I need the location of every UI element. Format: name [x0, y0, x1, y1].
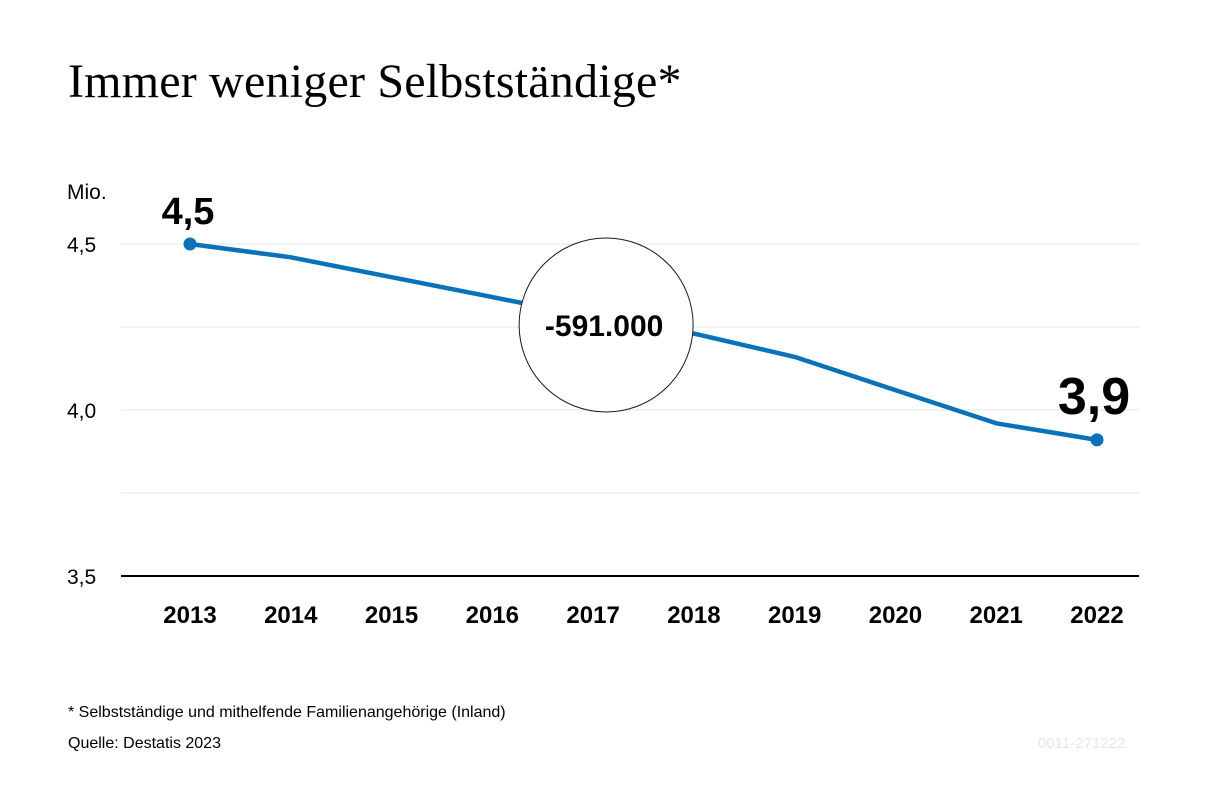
data-points [183, 237, 1104, 447]
annotation-text: -591.000 [545, 310, 663, 343]
data-label-2022: 3,9 [1058, 368, 1130, 426]
data-label-2013: 4,5 [162, 191, 215, 233]
y-axis-ticks: 3,5 4,0 4,5 [67, 234, 96, 589]
chart-title: Immer weniger Selbstständige* [68, 55, 682, 108]
x-tick-label: 2013 [163, 602, 216, 629]
x-tick-label: 2015 [365, 602, 418, 629]
data-point-2022 [1090, 433, 1104, 447]
y-tick-label: 3,5 [67, 566, 96, 589]
footnote: * Selbstständige und mithelfende Familie… [68, 704, 506, 721]
y-axis-unit-label: Mio. [67, 181, 107, 204]
data-labels: 4,5 3,9 [162, 191, 1131, 426]
x-tick-label: 2019 [768, 602, 821, 629]
data-point-2013 [183, 237, 197, 251]
source-note: Quelle: Destatis 2023 [68, 735, 221, 752]
annotation-circle [518, 237, 694, 413]
x-tick-label: 2021 [970, 602, 1023, 629]
change-annotation: -591.000 [518, 237, 694, 413]
x-tick-label: 2018 [667, 602, 720, 629]
x-tick-label: 2016 [466, 602, 519, 629]
x-tick-label: 2017 [566, 602, 619, 629]
y-tick-label: 4,0 [67, 400, 96, 423]
x-tick-label: 2014 [264, 602, 318, 629]
x-tick-label: 2022 [1070, 602, 1123, 629]
y-tick-label: 4,5 [67, 234, 96, 257]
graphic-code: 0011-271222 [1038, 735, 1126, 752]
x-tick-label: 2020 [869, 602, 922, 629]
x-axis-ticks: 2013 2014 2015 2016 2017 2018 2019 2020 2021 2022 [163, 602, 1123, 629]
